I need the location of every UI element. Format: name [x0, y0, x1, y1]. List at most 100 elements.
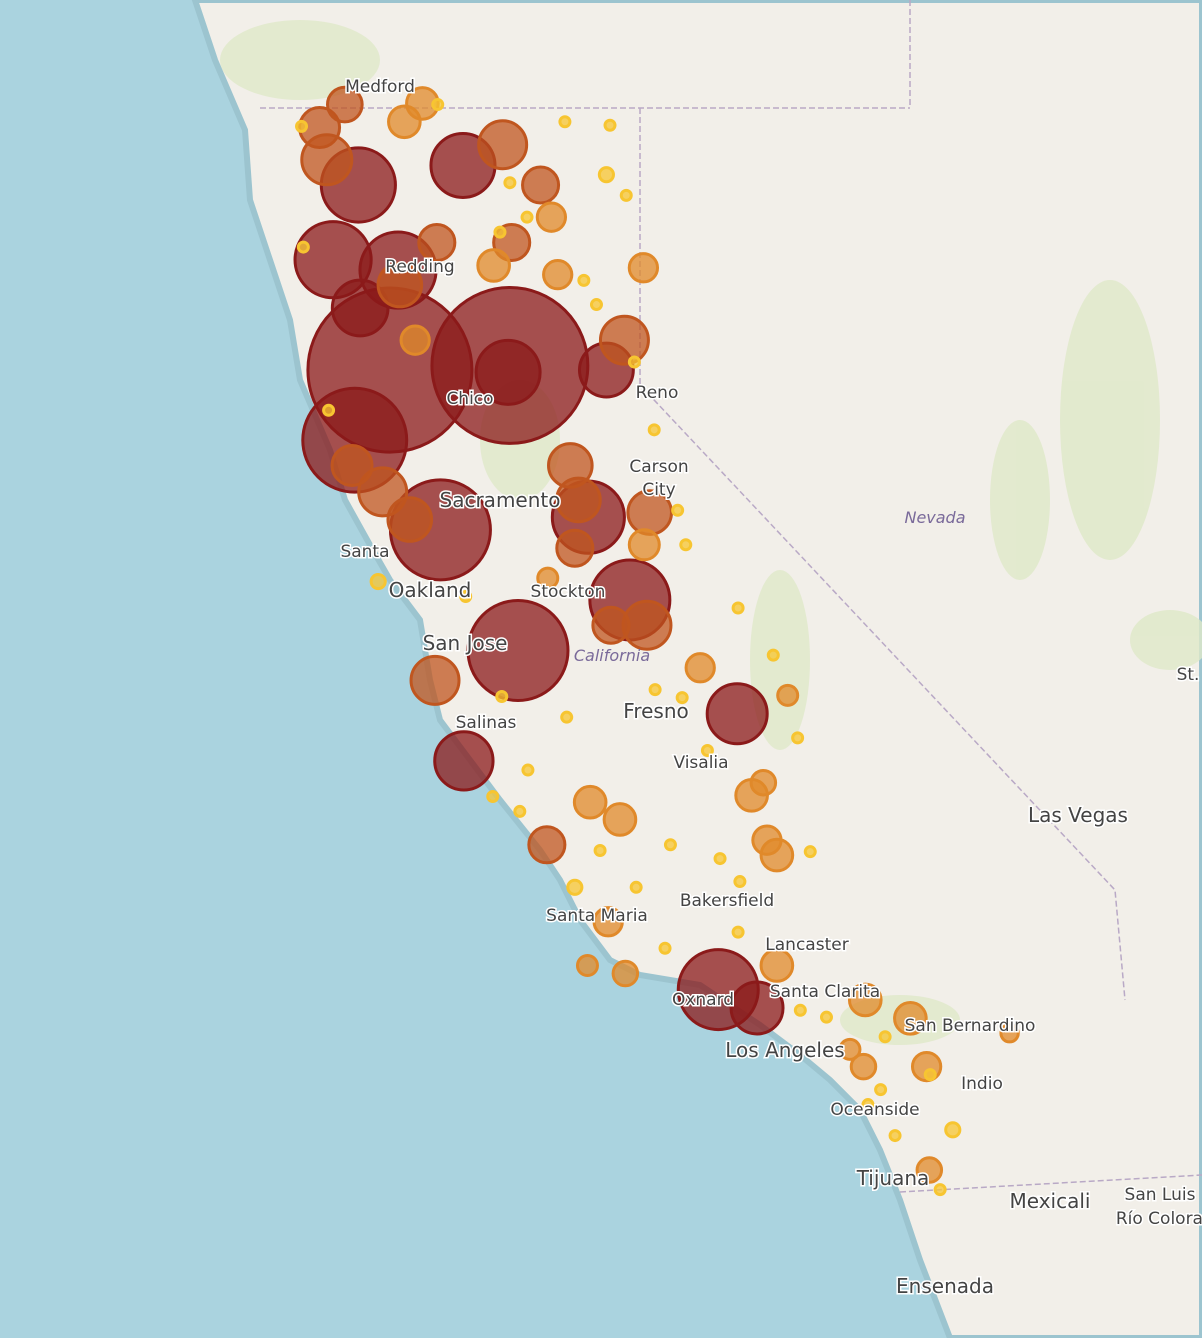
fire-bubble [776, 683, 800, 707]
fire-bubble [791, 731, 805, 745]
fire-bubble [944, 1121, 962, 1139]
place-label: Las Vegas [1028, 803, 1128, 827]
fire-bubble [627, 355, 641, 369]
fire-bubble [627, 252, 660, 284]
fire-bubble [513, 804, 527, 818]
fire-bubble [521, 763, 535, 777]
fire-bubble [459, 589, 473, 603]
fire-bubble [521, 165, 561, 205]
fire-bubble [751, 824, 783, 856]
place-label: Oakland [389, 578, 472, 602]
fire-bubble [417, 222, 457, 262]
fire-bubble [486, 789, 500, 803]
place-label: Redding [385, 257, 454, 277]
fire-bubble [731, 601, 745, 615]
fire-bubble [627, 528, 661, 562]
fire-bubble [700, 744, 714, 758]
fire-bubble [476, 248, 511, 283]
fire-bubble [589, 298, 603, 312]
fire-layer [293, 85, 1020, 1197]
fire-bubble [749, 768, 778, 797]
fire-bubble [648, 683, 662, 697]
fire-bubble [759, 948, 795, 983]
place-label: Río Colorado [1116, 1209, 1202, 1229]
fire-bubble [536, 566, 560, 590]
fire-bubble [598, 314, 650, 366]
fire-bubble [611, 959, 640, 988]
fire-bubble [322, 403, 336, 417]
fire-bubble [878, 1030, 892, 1044]
place-labels: Medford Redding Chico Reno Carson City S… [339, 76, 1202, 1300]
fire-bubble [555, 528, 595, 568]
fire-bubble [493, 225, 507, 239]
fire-bubble [433, 730, 495, 792]
place-label: San Jose [423, 631, 508, 655]
fire-bubble [477, 119, 529, 171]
fire-bubble [731, 925, 745, 939]
fire-bubble [560, 710, 574, 724]
fire-bubble [705, 682, 769, 746]
fire-bubble [663, 838, 677, 852]
fire-bubble [619, 188, 633, 202]
fire-bubble [300, 133, 354, 187]
fire-bubble [466, 599, 570, 703]
fire-bubble [591, 605, 631, 645]
place-label: San Luis [1125, 1185, 1196, 1205]
fire-bubble [572, 784, 608, 820]
fire-bubble [766, 648, 780, 662]
fire-bubble [520, 210, 534, 224]
borders [260, 0, 1202, 1193]
fire-bubble [330, 278, 390, 338]
fire-bubble [542, 259, 574, 291]
fire-bubble [577, 273, 591, 287]
place-label: Medford [345, 77, 415, 97]
fire-bubble [847, 982, 883, 1018]
place-label: Oceanside [830, 1100, 919, 1120]
fire-bubble [386, 496, 434, 543]
fire-bubble [915, 1156, 944, 1184]
place-label: Visalia [673, 753, 728, 773]
fire-bubble [713, 852, 727, 866]
fire-bubble [874, 1083, 888, 1097]
fire-bubble [527, 825, 567, 865]
place-label: Reno [636, 383, 679, 403]
fire-bubble [575, 953, 599, 977]
place-label: Tijuana [856, 1166, 930, 1190]
fire-bubble [474, 338, 542, 406]
place-label: Santa [340, 542, 389, 562]
region-label: California [574, 646, 650, 665]
fire-bubble [838, 1037, 862, 1061]
place-label: Los Angeles [725, 1038, 844, 1062]
fire-bubble [295, 119, 309, 133]
place-label: St. [1177, 665, 1200, 685]
place-label: Carson [629, 457, 688, 477]
fire-bubble [495, 689, 509, 703]
fire-bubble [658, 941, 672, 955]
place-label: Lancaster [765, 935, 848, 955]
fire-bubble [671, 503, 685, 517]
place-label: Bakersfield [680, 891, 774, 911]
fire-bubble [593, 844, 607, 858]
fire-bubble [679, 538, 693, 552]
fire-bubble [684, 652, 716, 684]
fire-bubble [602, 802, 638, 837]
place-label: City [642, 480, 675, 500]
place-label: Indio [961, 1074, 1003, 1094]
fire-bubble [566, 878, 584, 896]
fire-bubble [733, 875, 747, 889]
place-label: San Bernardino [905, 1016, 1036, 1036]
place-label: Sacramento [440, 488, 561, 512]
fire-bubble [729, 980, 785, 1036]
fire-bubble [376, 261, 424, 309]
place-label: Santa Maria [546, 906, 648, 926]
fire-bubble [330, 443, 374, 487]
fire-bubble [597, 166, 615, 184]
place-label: Salinas [456, 713, 517, 733]
fire-bubble [296, 240, 310, 254]
place-label: Oxnard [672, 990, 734, 1010]
place-label: Fresno [623, 699, 688, 723]
fire-bubble [603, 118, 617, 132]
fire-bubble [675, 691, 689, 705]
